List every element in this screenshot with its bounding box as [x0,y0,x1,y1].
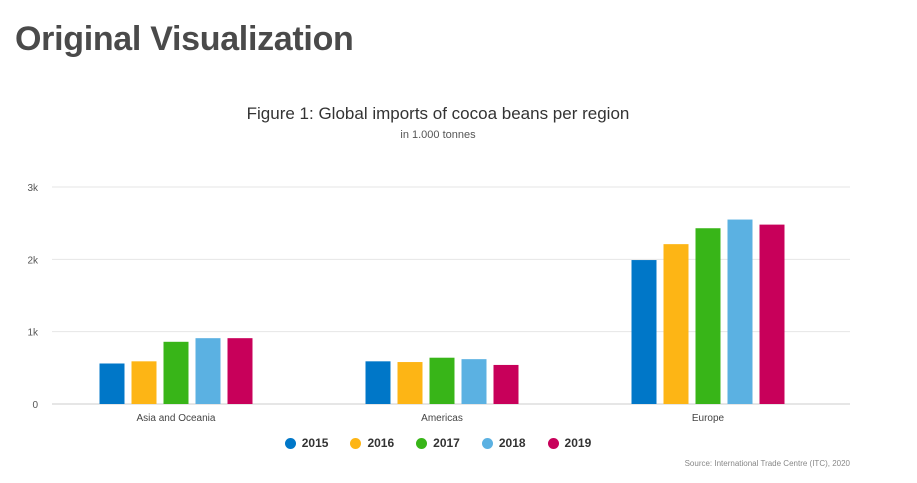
chart-title: Figure 1: Global imports of cocoa beans … [246,104,630,123]
legend-item-2015[interactable]: 2015 [284,436,329,450]
y-tick-label: 3k [27,183,39,194]
bar-asia-and-oceania-2016 [131,361,157,404]
legend-item-2018[interactable]: 2018 [481,436,526,450]
bar-americas-2016 [397,362,423,404]
bar-europe-2015 [631,260,657,404]
legend-label: 2019 [564,436,592,450]
chart-subtitle: in 1.000 tonnes [400,129,476,141]
legend-label: 2018 [498,436,526,450]
page-heading: Original Visualization [15,20,354,58]
legend-marker [416,437,428,449]
bar-asia-and-oceania-2019 [227,338,253,404]
legend-marker [547,437,559,449]
legend-label: 2017 [433,436,460,450]
legend-label: 2015 [301,436,329,450]
legend-item-2019[interactable]: 2019 [547,436,592,450]
bar-asia-and-oceania-2017 [163,341,189,404]
x-tick-label: Americas [421,413,463,424]
bar-americas-2018 [461,359,487,404]
bar-europe-2016 [663,244,689,404]
y-tick-label: 0 [32,400,38,411]
chart-source: Source: International Trade Centre (ITC)… [684,459,850,468]
bar-americas-2015 [365,361,391,404]
bar-asia-and-oceania-2018 [195,338,221,404]
legend-item-2017[interactable]: 2017 [416,436,460,450]
legend-marker [284,437,296,449]
bar-europe-2018 [727,219,753,404]
y-tick-label: 1k [27,328,39,339]
legend-item-2016[interactable]: 2016 [350,436,394,450]
x-tick-label: Europe [692,413,725,424]
legend-label: 2016 [367,436,395,450]
bar-europe-2017 [695,228,721,404]
chart-legend: 2015 2016 2017 2018 2019 [0,436,876,450]
bar-asia-and-oceania-2015 [99,363,125,404]
bar-americas-2017 [429,357,455,404]
legend-marker [350,437,362,449]
y-tick-label: 2k [27,255,39,266]
bar-americas-2019 [493,364,519,404]
legend-marker [481,437,493,449]
bar-europe-2019 [759,224,785,404]
x-tick-label: Asia and Oceania [137,413,216,424]
